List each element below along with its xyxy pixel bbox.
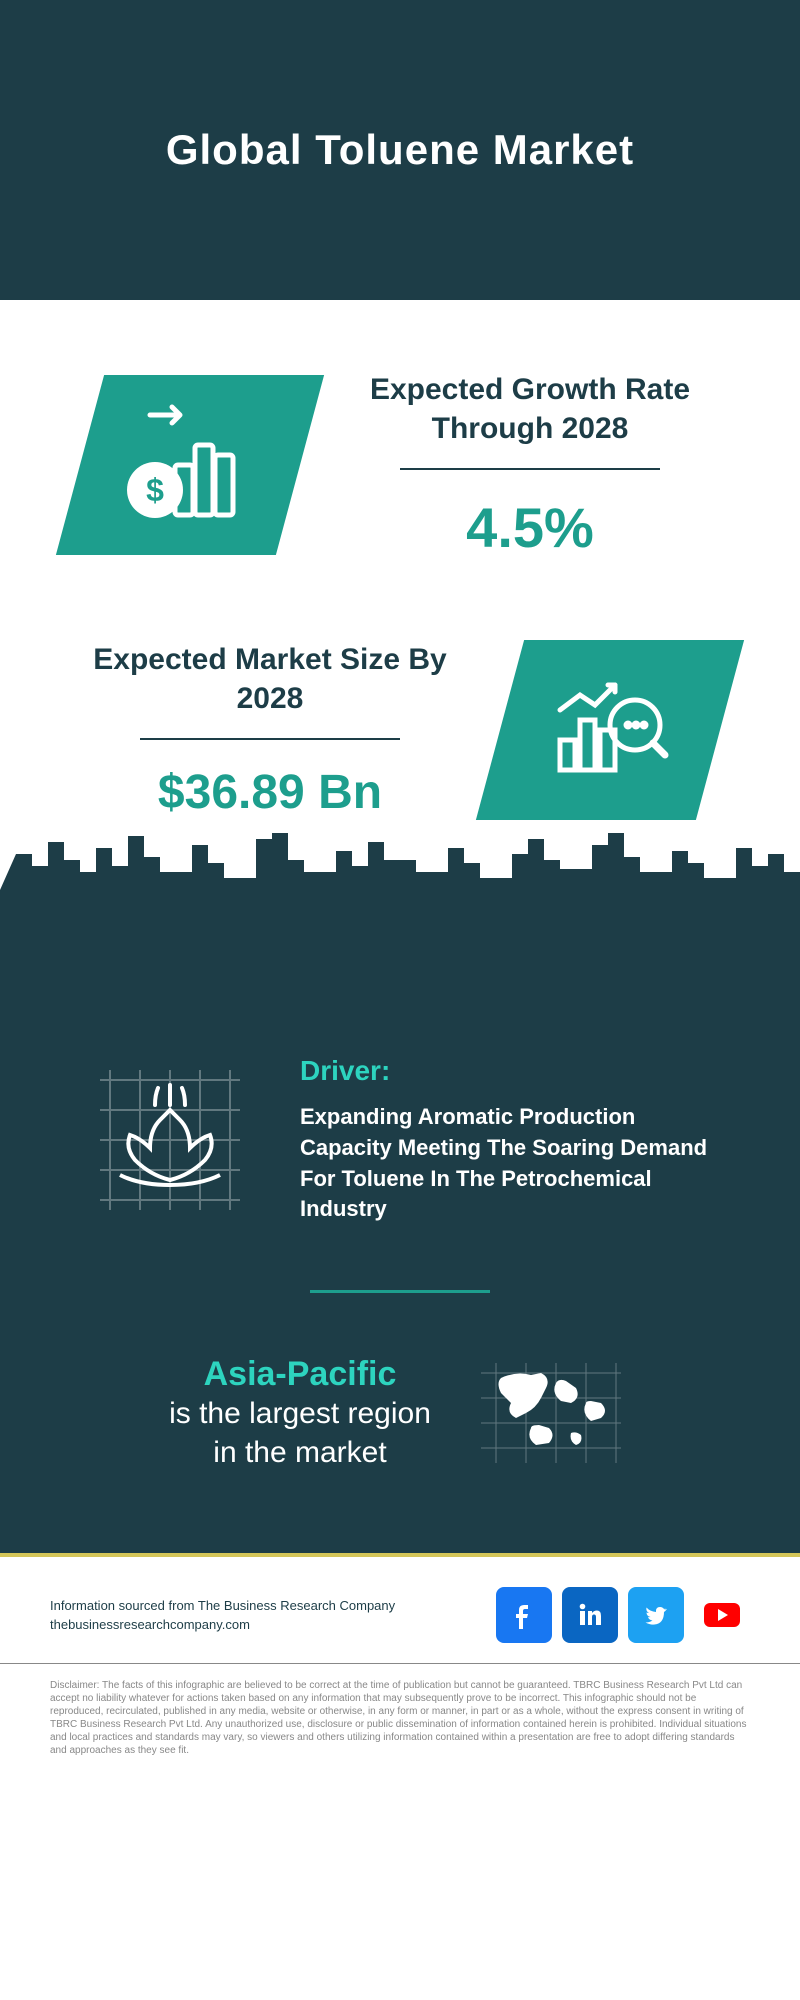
source-line1: Information sourced from The Business Re…: [50, 1596, 395, 1616]
divider: [400, 468, 660, 470]
size-title: Expected Market Size By 2028: [80, 640, 460, 718]
skyline-divider: [0, 890, 800, 1030]
facebook-icon[interactable]: [496, 1587, 552, 1643]
map-icon: [471, 1353, 631, 1473]
region-desc-line2: in the market: [169, 1433, 431, 1472]
source-line2: thebusinessresearchcompany.com: [50, 1615, 395, 1635]
svg-text:$: $: [146, 472, 164, 508]
region-row: Asia-Pacific is the largest region in th…: [80, 1353, 720, 1473]
money-growth-icon: $: [120, 395, 260, 535]
disclaimer: Disclaimer: The facts of this infographi…: [0, 1663, 800, 1787]
driver-label: Driver:: [300, 1055, 720, 1087]
page-title: Global Toluene Market: [166, 126, 634, 174]
size-value: $36.89 Bn: [80, 765, 460, 820]
growth-section: $ Expected Growth Rate Through 2028 4.5%: [0, 300, 800, 610]
youtube-icon[interactable]: [694, 1587, 750, 1643]
twitter-icon[interactable]: [628, 1587, 684, 1643]
footer-source: Information sourced from The Business Re…: [50, 1596, 395, 1635]
header-section: Global Toluene Market: [0, 0, 800, 300]
analytics-icon: [540, 660, 680, 800]
social-icons: [496, 1587, 750, 1643]
region-desc-line1: is the largest region: [169, 1394, 431, 1433]
growth-icon-box: $: [56, 375, 324, 555]
growth-title: Expected Growth Rate Through 2028: [340, 370, 720, 448]
footer: Information sourced from The Business Re…: [0, 1557, 800, 1663]
driver-row: Driver: Expanding Aromatic Production Ca…: [80, 1050, 720, 1230]
size-content: Expected Market Size By 2028 $36.89 Bn: [80, 640, 460, 820]
growth-value: 4.5%: [340, 495, 720, 560]
growth-content: Expected Growth Rate Through 2028 4.5%: [340, 370, 720, 560]
region-icon-box: [471, 1353, 631, 1473]
size-icon-box: [476, 640, 744, 820]
driver-content: Driver: Expanding Aromatic Production Ca…: [300, 1055, 720, 1225]
market-size-section: Expected Market Size By 2028 $36.89 Bn: [0, 610, 800, 890]
region-content: Asia-Pacific is the largest region in th…: [169, 1355, 431, 1472]
lotus-icon: [80, 1050, 260, 1230]
dark-section: Driver: Expanding Aromatic Production Ca…: [0, 1030, 800, 1553]
driver-icon-box: [80, 1050, 260, 1230]
linkedin-icon[interactable]: [562, 1587, 618, 1643]
driver-description: Expanding Aromatic Production Capacity M…: [300, 1102, 720, 1225]
teal-divider: [310, 1290, 490, 1293]
region-name: Asia-Pacific: [169, 1355, 431, 1394]
divider: [140, 738, 400, 740]
